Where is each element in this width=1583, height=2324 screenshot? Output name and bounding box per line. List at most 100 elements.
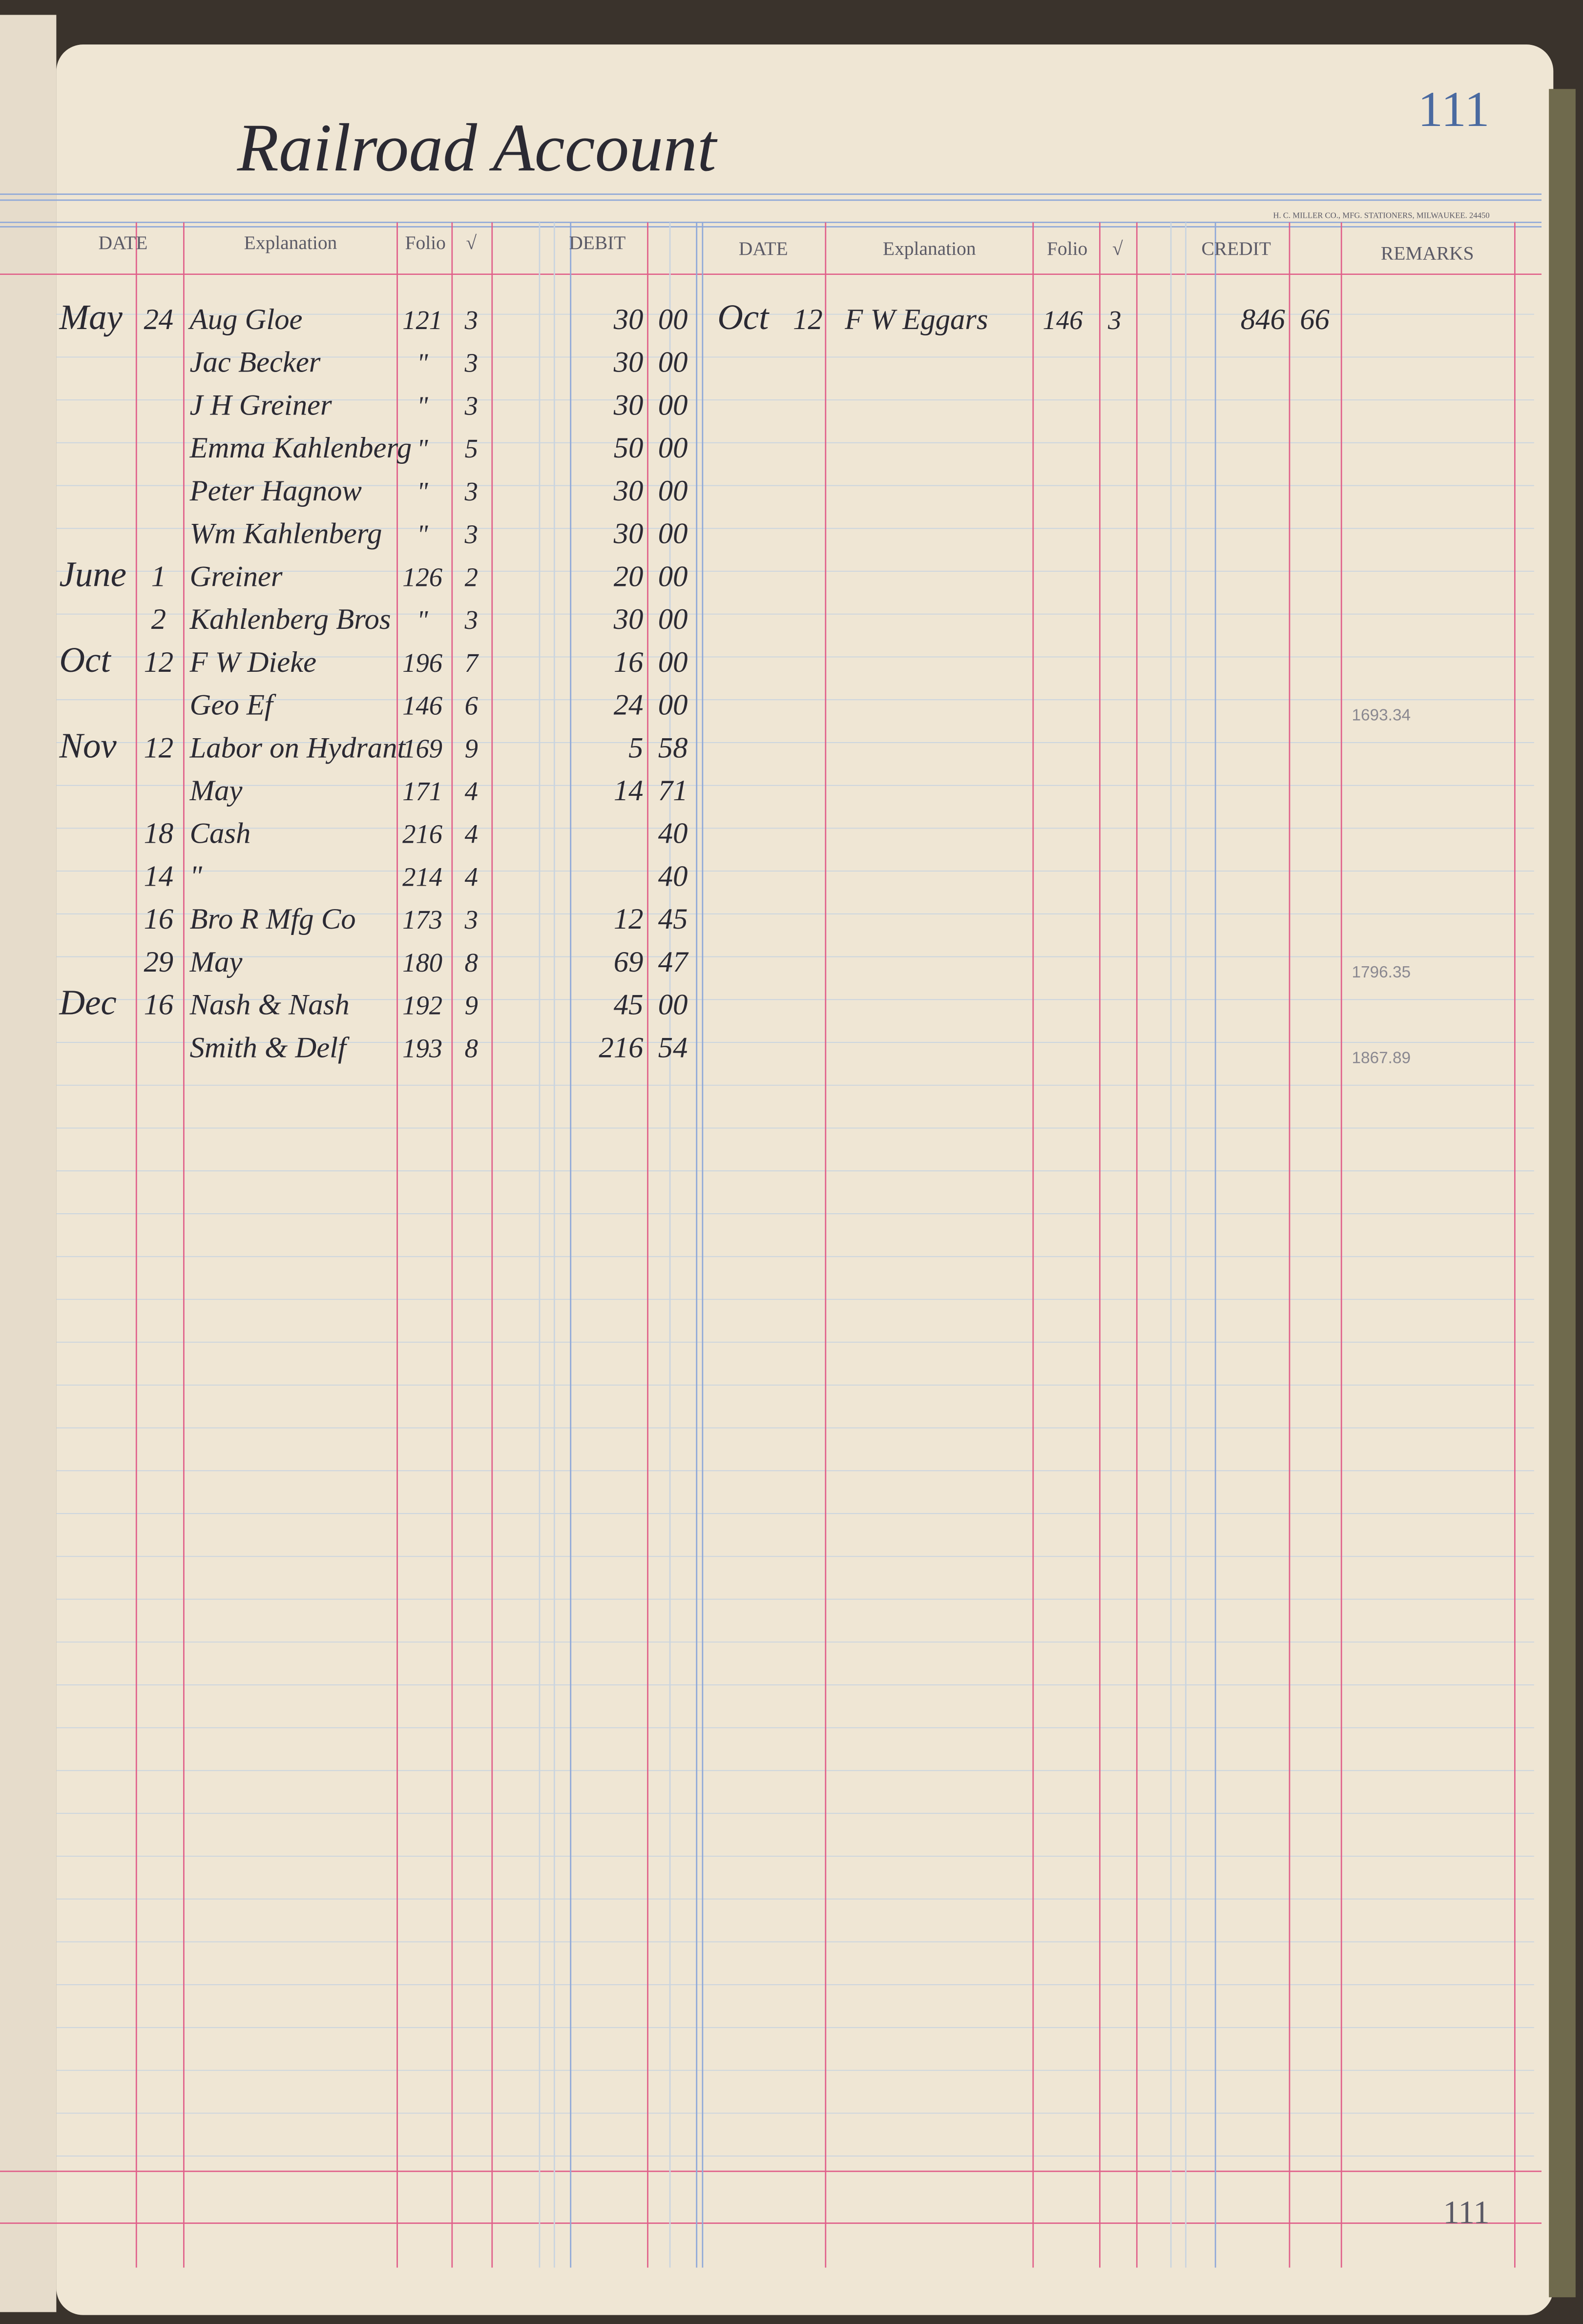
entry-dollars: 846: [1241, 303, 1286, 336]
entry-folio: 169: [402, 733, 442, 763]
printer-note: H. C. MILLER CO., MFG. STATIONERS, MILWA…: [1273, 210, 1489, 220]
entry-cents: 47: [658, 946, 689, 978]
entry-check: 4: [465, 862, 478, 892]
entry-day: 12: [144, 646, 173, 679]
entry-folio: 214: [402, 862, 442, 892]
entry-check: 3: [464, 477, 478, 506]
entry-folio: ": [417, 605, 429, 635]
entry-folio: 126: [402, 562, 443, 592]
entry-folio: ": [417, 391, 429, 420]
entry-month: Dec: [59, 983, 116, 1022]
entry-explanation: F W Eggars: [844, 303, 988, 336]
entry-day: 12: [144, 731, 173, 764]
entry-dollars: 30: [613, 303, 644, 336]
entry-cents: 00: [658, 560, 688, 593]
entry-explanation: Labor on Hydrant: [189, 731, 407, 764]
entry-dollars: 30: [613, 518, 644, 550]
entry-folio: 196: [402, 648, 443, 678]
page-number-top: 111: [1418, 82, 1490, 137]
entry-check: 4: [465, 819, 478, 849]
title: Railroad Account: [237, 110, 718, 186]
entry-check: 6: [465, 691, 479, 721]
column-header: Folio: [405, 232, 446, 253]
entry-dollars: 30: [613, 475, 644, 507]
entry-explanation: Kahlenberg Bros: [189, 603, 391, 636]
entry-month: Nov: [59, 726, 117, 765]
entry-dollars: 50: [614, 432, 644, 464]
entry-dollars: 30: [613, 346, 644, 379]
entry-explanation: Peter Hagnow: [189, 475, 362, 507]
entry-remark: 1693.34: [1352, 706, 1411, 725]
entry-folio: 171: [402, 776, 442, 806]
entry-dollars: 30: [613, 603, 644, 636]
entry-cents: 00: [658, 432, 688, 464]
column-header: DATE: [99, 232, 148, 253]
entry-cents: 00: [658, 518, 688, 550]
entry-day: 2: [151, 603, 166, 636]
column-header: Folio: [1047, 238, 1087, 259]
entry-explanation: F W Dieke: [189, 646, 317, 679]
column-header: DEBIT: [569, 232, 625, 253]
entry-explanation: May: [189, 774, 243, 807]
entry-dollars: 24: [614, 689, 644, 722]
entry-cents: 40: [658, 817, 688, 850]
entry-folio: 193: [402, 1033, 442, 1063]
entry-check: 2: [465, 562, 478, 592]
column-header: DATE: [739, 238, 788, 259]
entry-month: Oct: [717, 297, 770, 337]
entry-check: 3: [464, 605, 478, 635]
entry-folio: 192: [402, 991, 442, 1020]
entry-explanation: Aug Gloe: [188, 303, 303, 336]
entry-check: 4: [465, 776, 478, 806]
entry-folio: ": [417, 434, 429, 463]
entry-explanation: ": [190, 860, 203, 892]
entry-cents: 66: [1300, 303, 1330, 336]
entry-check: 8: [465, 948, 478, 977]
entry-dollars: 216: [599, 1031, 644, 1064]
entry-explanation: Smith & Delf: [190, 1031, 350, 1064]
entry-check: 9: [465, 733, 478, 763]
entry-day: 14: [144, 860, 173, 892]
entry-explanation: Bro R Mfg Co: [190, 903, 356, 935]
entry-check: 3: [464, 305, 478, 335]
column-header: CREDIT: [1201, 238, 1271, 259]
entry-dollars: 16: [614, 646, 644, 679]
entry-check: 8: [465, 1033, 478, 1063]
entry-cents: 00: [658, 389, 688, 421]
entry-explanation: Wm Kahlenberg: [190, 518, 382, 550]
entry-day: 24: [144, 303, 173, 336]
entry-day: 18: [144, 817, 173, 850]
entry-month: Oct: [59, 640, 111, 680]
entry-folio: 180: [402, 948, 442, 977]
column-header: REMARKS: [1381, 242, 1474, 264]
entry-month: June: [59, 554, 126, 594]
entry-folio: 146: [1043, 305, 1083, 335]
entry-cents: 00: [658, 346, 688, 379]
entry-explanation: Nash & Nash: [189, 989, 350, 1021]
entry-dollars: 12: [614, 903, 644, 935]
entry-cents: 00: [658, 989, 688, 1021]
entry-explanation: Greiner: [190, 560, 283, 593]
entry-explanation: Cash: [190, 817, 251, 850]
entry-cents: 40: [658, 860, 688, 892]
entry-day: 16: [144, 903, 173, 935]
entry-explanation: Emma Kahlenberg: [189, 432, 412, 464]
entry-remark: 1796.35: [1352, 963, 1411, 981]
entry-explanation: Jac Becker: [190, 346, 321, 379]
entry-check: 3: [464, 348, 478, 378]
page-number-bottom: 111: [1443, 2194, 1490, 2230]
column-header: Explanation: [244, 232, 337, 253]
entry-folio: ": [417, 348, 429, 378]
entry-folio: 146: [402, 691, 443, 721]
entry-month: May: [59, 297, 123, 337]
entry-day: 29: [144, 946, 173, 978]
entry-check: 5: [465, 434, 478, 463]
entry-folio: 173: [402, 905, 442, 934]
entry-folio: ": [417, 519, 429, 549]
entry-cents: 00: [658, 303, 688, 336]
entry-cents: 00: [658, 646, 688, 679]
entry-dollars: 14: [614, 774, 644, 807]
entry-dollars: 30: [613, 389, 644, 421]
entry-check: 3: [464, 905, 478, 934]
